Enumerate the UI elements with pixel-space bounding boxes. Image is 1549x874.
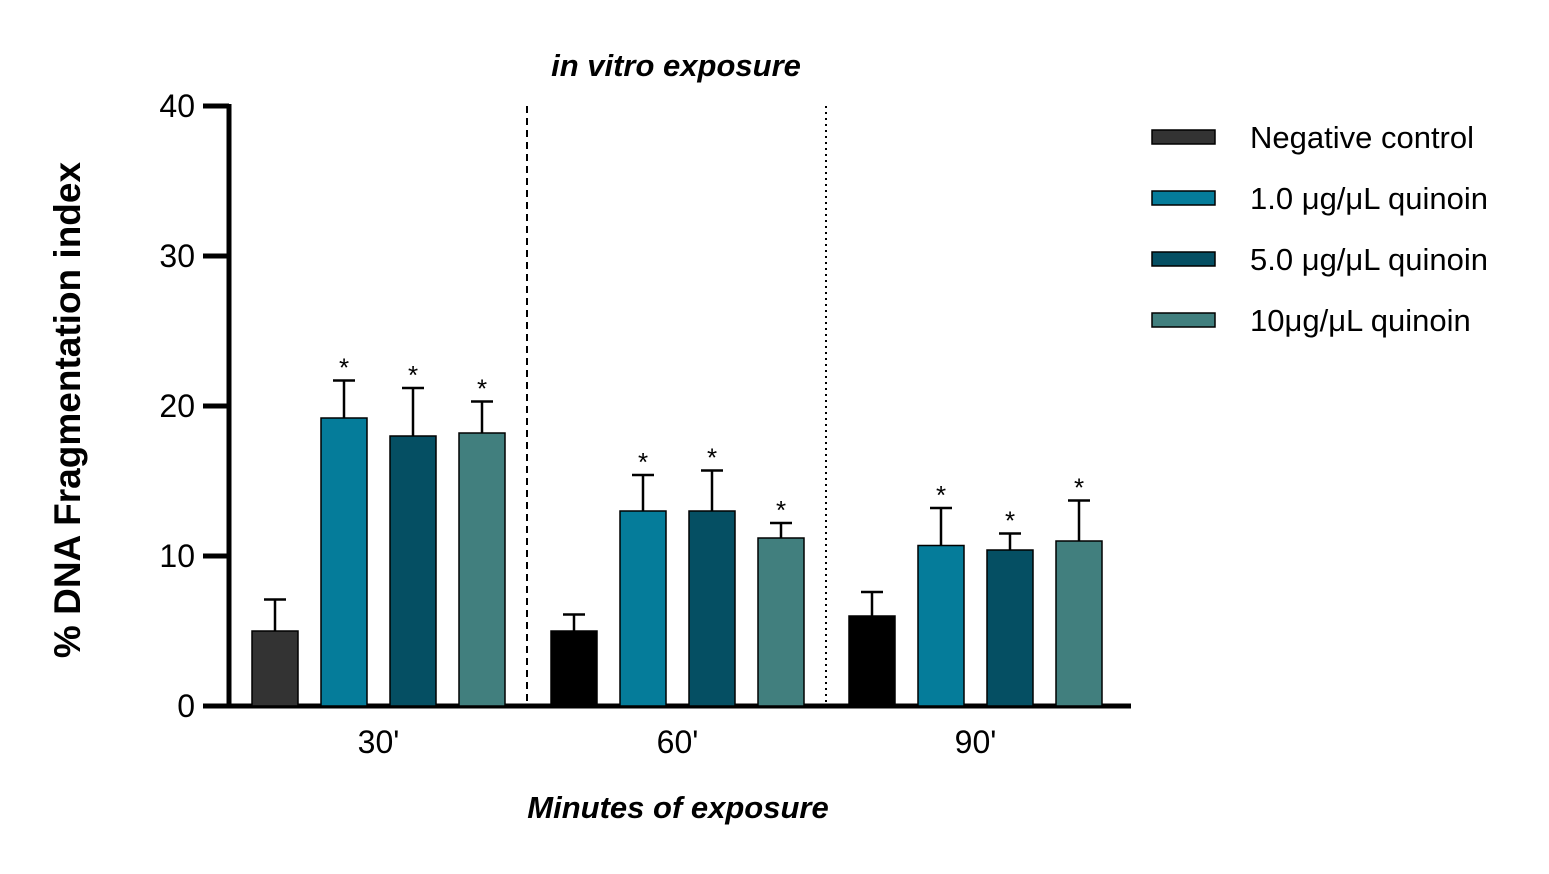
y-tick-label: 0 bbox=[177, 688, 195, 724]
legend-swatch bbox=[1151, 190, 1216, 206]
y-tick-label: 10 bbox=[159, 538, 195, 574]
legend-swatch bbox=[1151, 129, 1216, 145]
x-tick-label: 30' bbox=[358, 724, 400, 760]
significance-marker: * bbox=[1005, 506, 1015, 536]
legend-label: Negative control bbox=[1250, 120, 1474, 155]
significance-marker: * bbox=[339, 353, 349, 383]
bar bbox=[1055, 540, 1103, 707]
bar bbox=[986, 549, 1034, 707]
group-separators bbox=[526, 106, 827, 706]
legend-label: 5.0 μg/μL quinoin bbox=[1250, 242, 1488, 277]
legend-label: 10μg/μL quinoin bbox=[1250, 303, 1471, 338]
legend-label: 1.0 μg/μL quinoin bbox=[1250, 181, 1488, 216]
bar bbox=[757, 537, 805, 707]
bar bbox=[458, 432, 506, 707]
significance-marker: * bbox=[638, 447, 648, 477]
significance-marker: * bbox=[1074, 473, 1084, 503]
bar bbox=[320, 417, 368, 707]
x-axis-label: Minutes of exposure bbox=[527, 790, 828, 825]
bar bbox=[848, 615, 896, 707]
y-tick-label: 30 bbox=[159, 238, 195, 274]
bar bbox=[251, 630, 299, 707]
bar bbox=[917, 544, 965, 707]
y-axis-label: % DNA Fragmentation index bbox=[47, 162, 88, 659]
significance-marker: * bbox=[707, 443, 717, 473]
y-tick-label: 40 bbox=[159, 88, 195, 124]
legend-swatch bbox=[1151, 312, 1216, 328]
bar bbox=[619, 510, 667, 707]
legend: Negative control 1.0 μg/μL quinoin 5.0 μg/… bbox=[1151, 120, 1488, 338]
bar bbox=[389, 435, 437, 707]
significance-marker: * bbox=[408, 360, 418, 390]
legend-swatch bbox=[1151, 251, 1216, 267]
axes: 0 10 20 30 40 30' 60' 90' bbox=[159, 88, 1131, 760]
x-tick-label: 60' bbox=[657, 724, 699, 760]
chart-title: in vitro exposure bbox=[551, 48, 801, 83]
bars: * * * * * * * * * bbox=[251, 353, 1103, 707]
x-tick-label: 90' bbox=[955, 724, 997, 760]
significance-marker: * bbox=[936, 480, 946, 510]
y-tick-label: 20 bbox=[159, 388, 195, 424]
significance-marker: * bbox=[776, 495, 786, 525]
bar bbox=[550, 630, 598, 707]
bar bbox=[688, 510, 736, 707]
significance-marker: * bbox=[477, 374, 487, 404]
